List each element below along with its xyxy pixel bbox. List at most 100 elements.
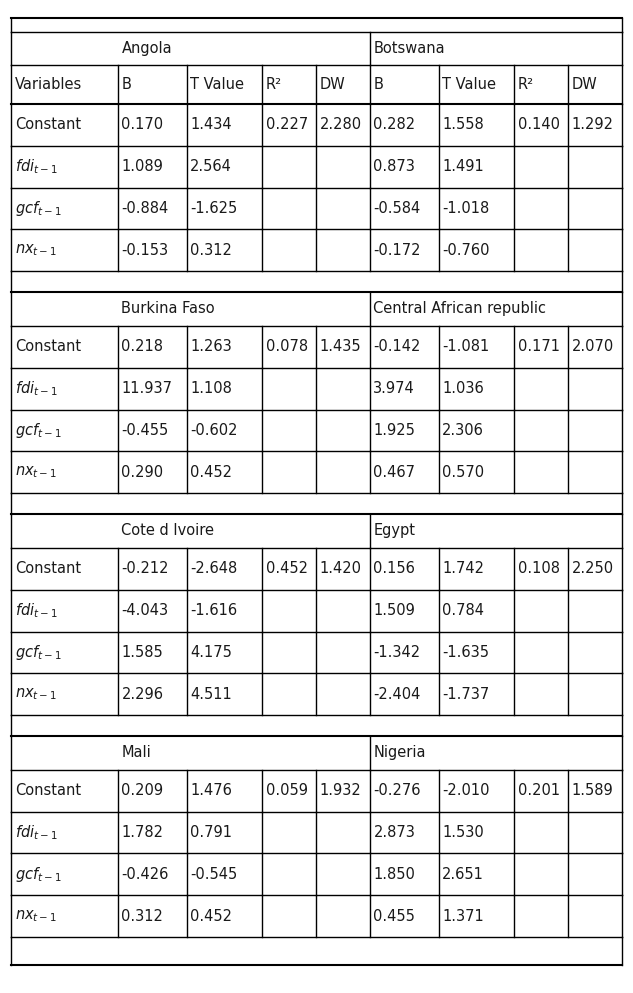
Text: 1.371: 1.371 bbox=[442, 909, 484, 923]
Text: $\mathit{gcf}_{t-1}$: $\mathit{gcf}_{t-1}$ bbox=[15, 421, 62, 440]
Text: -0.426: -0.426 bbox=[122, 867, 169, 882]
Text: DW: DW bbox=[320, 77, 346, 92]
Text: 0.791: 0.791 bbox=[191, 825, 232, 840]
Text: 0.078: 0.078 bbox=[266, 340, 308, 355]
Text: 1.850: 1.850 bbox=[373, 867, 415, 882]
Text: 0.059: 0.059 bbox=[266, 783, 308, 798]
Text: 0.467: 0.467 bbox=[373, 465, 415, 480]
Text: 0.209: 0.209 bbox=[122, 783, 163, 798]
Text: -0.455: -0.455 bbox=[122, 423, 168, 438]
Text: Variables: Variables bbox=[15, 77, 82, 92]
Text: 2.564: 2.564 bbox=[191, 159, 232, 174]
Text: 0.570: 0.570 bbox=[442, 465, 484, 480]
Text: 0.140: 0.140 bbox=[518, 117, 560, 132]
Text: 2.250: 2.250 bbox=[572, 561, 613, 576]
Text: -2.010: -2.010 bbox=[442, 783, 490, 798]
Text: 1.509: 1.509 bbox=[373, 603, 415, 618]
Text: Nigeria: Nigeria bbox=[373, 746, 426, 761]
Text: -0.760: -0.760 bbox=[442, 243, 490, 258]
Text: 0.312: 0.312 bbox=[122, 909, 163, 923]
Text: -0.172: -0.172 bbox=[373, 243, 421, 258]
Text: 2.306: 2.306 bbox=[442, 423, 484, 438]
Text: 11.937: 11.937 bbox=[122, 381, 172, 396]
Text: -4.043: -4.043 bbox=[122, 603, 168, 618]
Text: $\mathit{nx}_{t-1}$: $\mathit{nx}_{t-1}$ bbox=[15, 465, 57, 481]
Text: DW: DW bbox=[572, 77, 598, 92]
Text: Burkina Faso: Burkina Faso bbox=[122, 302, 215, 317]
Text: -0.545: -0.545 bbox=[191, 867, 237, 882]
Text: 1.530: 1.530 bbox=[442, 825, 484, 840]
Text: 1.434: 1.434 bbox=[191, 117, 232, 132]
Text: 0.218: 0.218 bbox=[122, 340, 163, 355]
Text: Constant: Constant bbox=[15, 340, 81, 355]
Text: R²: R² bbox=[266, 77, 282, 92]
Text: 1.476: 1.476 bbox=[191, 783, 232, 798]
Text: Constant: Constant bbox=[15, 783, 81, 798]
Text: 0.170: 0.170 bbox=[122, 117, 163, 132]
Text: -0.602: -0.602 bbox=[191, 423, 238, 438]
Text: Central African republic: Central African republic bbox=[373, 302, 546, 317]
Text: -2.404: -2.404 bbox=[373, 687, 421, 702]
Text: Botswana: Botswana bbox=[373, 41, 445, 56]
Text: 0.201: 0.201 bbox=[518, 783, 560, 798]
Text: B: B bbox=[373, 77, 384, 92]
Text: 0.227: 0.227 bbox=[266, 117, 308, 132]
Text: 1.491: 1.491 bbox=[442, 159, 484, 174]
Text: $\mathit{fdi}_{t-1}$: $\mathit{fdi}_{t-1}$ bbox=[15, 601, 58, 620]
Text: 1.420: 1.420 bbox=[320, 561, 361, 576]
Text: Mali: Mali bbox=[122, 746, 151, 761]
Text: Cote d Ivoire: Cote d Ivoire bbox=[122, 523, 215, 538]
Text: Angola: Angola bbox=[122, 41, 172, 56]
Text: $\mathit{nx}_{t-1}$: $\mathit{nx}_{t-1}$ bbox=[15, 686, 57, 702]
Text: -1.635: -1.635 bbox=[442, 644, 489, 660]
Text: 0.452: 0.452 bbox=[191, 465, 232, 480]
Text: -1.616: -1.616 bbox=[191, 603, 237, 618]
Text: 1.292: 1.292 bbox=[572, 117, 613, 132]
Text: -0.153: -0.153 bbox=[122, 243, 168, 258]
Text: Constant: Constant bbox=[15, 117, 81, 132]
Text: -1.625: -1.625 bbox=[191, 201, 237, 215]
Text: $\mathit{nx}_{t-1}$: $\mathit{nx}_{t-1}$ bbox=[15, 909, 57, 924]
Text: 4.175: 4.175 bbox=[191, 644, 232, 660]
Text: 1.925: 1.925 bbox=[373, 423, 415, 438]
Text: 2.296: 2.296 bbox=[122, 687, 163, 702]
Text: 0.282: 0.282 bbox=[373, 117, 415, 132]
Text: Constant: Constant bbox=[15, 561, 81, 576]
Text: 0.156: 0.156 bbox=[373, 561, 415, 576]
Text: B: B bbox=[122, 77, 131, 92]
Text: $\mathit{gcf}_{t-1}$: $\mathit{gcf}_{t-1}$ bbox=[15, 199, 62, 217]
Text: 0.108: 0.108 bbox=[518, 561, 560, 576]
Text: 4.511: 4.511 bbox=[191, 687, 232, 702]
Text: 1.435: 1.435 bbox=[320, 340, 361, 355]
Text: -1.342: -1.342 bbox=[373, 644, 420, 660]
Text: 1.108: 1.108 bbox=[191, 381, 232, 396]
Text: -2.648: -2.648 bbox=[191, 561, 237, 576]
Text: 0.455: 0.455 bbox=[373, 909, 415, 923]
Text: 0.452: 0.452 bbox=[266, 561, 308, 576]
Text: 0.873: 0.873 bbox=[373, 159, 415, 174]
Text: R²: R² bbox=[518, 77, 534, 92]
Text: 1.263: 1.263 bbox=[191, 340, 232, 355]
Text: -0.276: -0.276 bbox=[373, 783, 421, 798]
Text: $\mathit{fdi}_{t-1}$: $\mathit{fdi}_{t-1}$ bbox=[15, 823, 58, 842]
Text: -0.212: -0.212 bbox=[122, 561, 169, 576]
Text: -0.142: -0.142 bbox=[373, 340, 421, 355]
Text: -1.018: -1.018 bbox=[442, 201, 489, 215]
Text: 0.290: 0.290 bbox=[122, 465, 163, 480]
Text: 1.742: 1.742 bbox=[442, 561, 484, 576]
Text: $\mathit{fdi}_{t-1}$: $\mathit{fdi}_{t-1}$ bbox=[15, 157, 58, 176]
Text: -0.584: -0.584 bbox=[373, 201, 421, 215]
Text: 2.651: 2.651 bbox=[442, 867, 484, 882]
Text: -0.884: -0.884 bbox=[122, 201, 168, 215]
Text: 1.585: 1.585 bbox=[122, 644, 163, 660]
Text: -1.737: -1.737 bbox=[442, 687, 489, 702]
Text: 1.036: 1.036 bbox=[442, 381, 484, 396]
Text: Egypt: Egypt bbox=[373, 523, 415, 538]
Text: T Value: T Value bbox=[442, 77, 496, 92]
Text: 0.452: 0.452 bbox=[191, 909, 232, 923]
Text: 2.070: 2.070 bbox=[572, 340, 614, 355]
Text: 0.784: 0.784 bbox=[442, 603, 484, 618]
Text: 1.089: 1.089 bbox=[122, 159, 163, 174]
Text: 2.873: 2.873 bbox=[373, 825, 415, 840]
Text: 1.558: 1.558 bbox=[442, 117, 484, 132]
